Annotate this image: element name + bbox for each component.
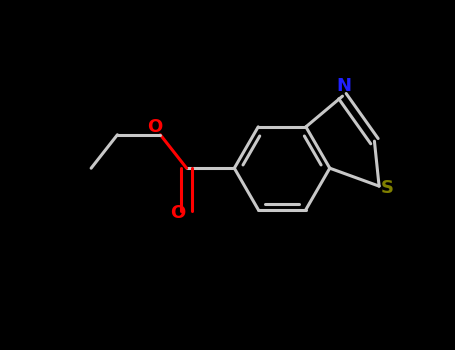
Text: N: N [336,77,351,95]
Text: O: O [147,118,162,135]
Text: O: O [170,204,185,222]
Text: S: S [381,180,394,197]
